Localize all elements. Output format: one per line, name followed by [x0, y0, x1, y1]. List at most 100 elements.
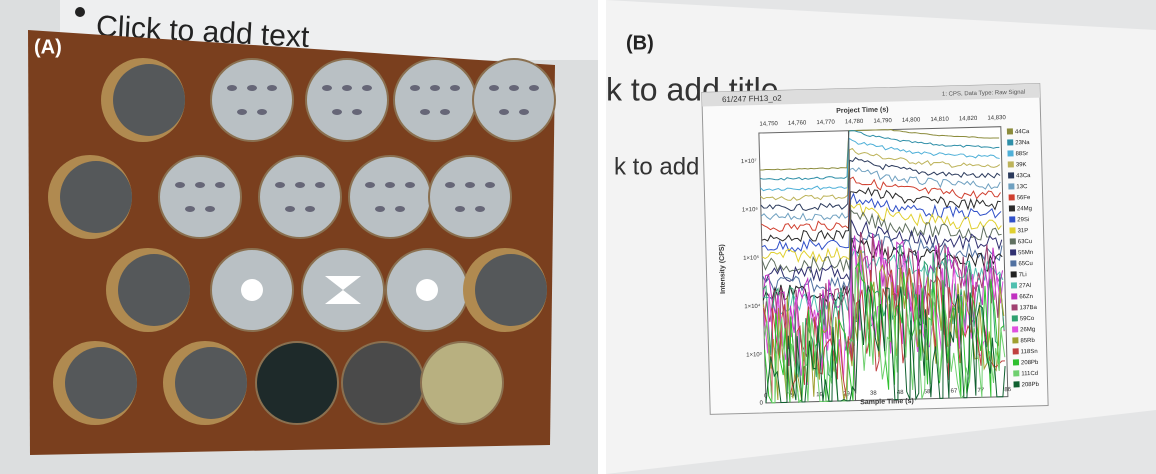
legend-swatch: [1012, 315, 1018, 321]
legend-label: 44Ca: [1015, 129, 1030, 135]
sample: [257, 109, 267, 115]
sample: [440, 109, 450, 115]
legend-label: 43Ca: [1016, 173, 1031, 179]
sample: [509, 85, 519, 91]
legend-swatch: [1011, 271, 1017, 277]
sample: [275, 182, 285, 188]
legend-swatch: [1011, 282, 1017, 288]
legend-swatch: [1008, 183, 1014, 189]
sample: [499, 109, 509, 115]
legend-swatch: [1009, 216, 1015, 222]
sample: [430, 85, 440, 91]
sample: [529, 85, 539, 91]
legend-swatch: [1011, 293, 1017, 299]
legend-label: 26Mg: [1020, 327, 1035, 333]
y-tick-label: 1×10⁴: [744, 303, 761, 310]
legend-swatch: [1008, 161, 1014, 167]
hole-inner: [60, 161, 132, 233]
y-axis-title: Intensity (CPS): [719, 244, 727, 294]
hole-inner: [118, 254, 190, 326]
y-tick-label: 1×10⁵: [743, 254, 760, 261]
sample-mount: [473, 59, 555, 141]
sample-mount: [211, 59, 293, 141]
legend-swatch: [1009, 194, 1015, 200]
legend-label: 85Rb: [1020, 338, 1035, 344]
sample-mount: [349, 156, 431, 238]
legend-swatch: [1007, 128, 1013, 134]
window-title: 61/247 FH13_o2: [722, 94, 782, 105]
x-tick-label: 86: [1004, 387, 1011, 393]
legend-label: 63Cu: [1018, 239, 1032, 245]
sample: [267, 85, 277, 91]
sample: [420, 109, 430, 115]
sample: [375, 206, 385, 212]
sample-mount: [306, 59, 388, 141]
top-tick-label: 14,780: [845, 119, 864, 125]
panel-label: (B): [626, 32, 654, 54]
bullet: [75, 7, 85, 17]
y-tick-label: 1×10³: [746, 352, 762, 358]
sample-mount: [256, 342, 338, 424]
sample-mount: [259, 156, 341, 238]
y-tick-label: 1×10⁷: [741, 158, 757, 165]
sample: [475, 206, 485, 212]
sample: [416, 279, 438, 301]
sample: [465, 182, 475, 188]
legend-label: 65Cu: [1018, 261, 1032, 267]
sample: [365, 182, 375, 188]
legend-label: 31P: [1017, 228, 1028, 234]
top-tick-label: 14,800: [902, 117, 921, 123]
sample: [205, 206, 215, 212]
sample: [445, 182, 455, 188]
legend-swatch: [1012, 337, 1018, 343]
sample: [332, 109, 342, 115]
sample: [362, 85, 372, 91]
hole-inner: [65, 347, 137, 419]
y-tick-label: 1×10⁶: [742, 206, 759, 213]
photo-b: k to add title k to add te 61/247 FH13_o…: [606, 0, 1156, 474]
sample: [185, 206, 195, 212]
legend-label: 118Sn: [1021, 349, 1038, 355]
sample-mount: [429, 156, 511, 238]
legend-swatch: [1013, 381, 1019, 387]
sample: [455, 206, 465, 212]
legend-label: 137Ba: [1019, 305, 1037, 311]
legend-swatch: [1011, 304, 1017, 310]
hole-inner: [113, 64, 185, 136]
top-tick-label: 14,830: [987, 115, 1006, 121]
sample: [450, 85, 460, 91]
sample: [322, 85, 332, 91]
sample-mount: [421, 342, 503, 424]
sample: [215, 182, 225, 188]
sample: [247, 85, 257, 91]
legend-label: 39K: [1016, 162, 1027, 168]
legend-label: 56Fe: [1017, 195, 1031, 201]
legend-swatch: [1010, 260, 1016, 266]
x-axis-title: Sample Time (s): [860, 398, 914, 406]
legend-swatch: [1007, 150, 1013, 156]
sample: [227, 85, 237, 91]
sample-mount: [159, 156, 241, 238]
sample: [395, 206, 405, 212]
sample: [241, 279, 263, 301]
hole-inner: [175, 347, 247, 419]
legend-label: 29Si: [1017, 217, 1029, 223]
top-tick-label: 14,820: [959, 116, 978, 122]
sample: [385, 182, 395, 188]
top-axis-title: Project Time (s): [836, 106, 889, 114]
legend-swatch: [1009, 205, 1015, 211]
x-tick-label: 67: [951, 388, 958, 394]
sample-mount: [394, 59, 476, 141]
legend-label: 208Pb: [1022, 382, 1040, 388]
legend-label: 23Na: [1015, 140, 1030, 146]
legend-label: 208Pb: [1021, 360, 1039, 366]
legend-swatch: [1009, 227, 1015, 233]
legend-swatch: [1010, 238, 1016, 244]
sample: [519, 109, 529, 115]
legend-swatch: [1012, 326, 1018, 332]
legend-swatch: [1013, 359, 1019, 365]
sample: [405, 182, 415, 188]
sample: [485, 182, 495, 188]
legend-swatch: [1013, 348, 1019, 354]
sample: [285, 206, 295, 212]
